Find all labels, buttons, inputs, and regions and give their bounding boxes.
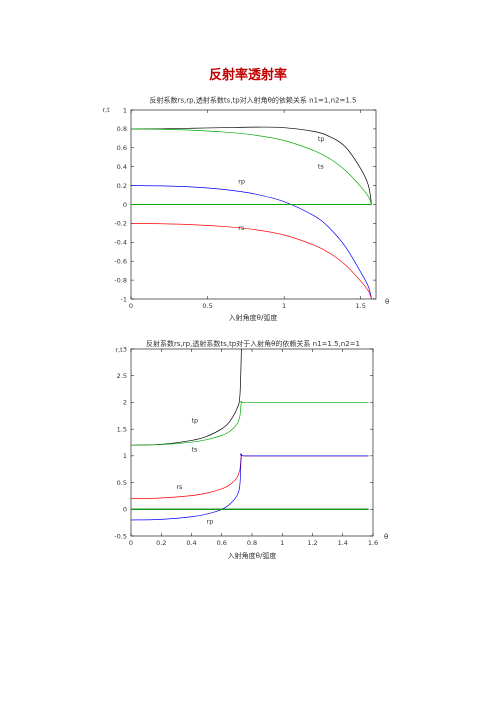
x-tick-label: 1	[280, 539, 284, 547]
y-tick-label: -0.8	[114, 276, 127, 284]
plot-area: 32.521.510.50-0.50 0.2 0.4 0.6 0.8 1 1.2 1.4 1.6…	[114, 345, 378, 547]
x-tick-label: 0.2	[156, 539, 166, 547]
y-tick-label: 2.5	[117, 372, 127, 380]
series-ts	[130, 128, 372, 205]
x-tick-label: 1	[282, 302, 286, 310]
y-tick-label: 0.4	[117, 163, 127, 171]
series-rs	[131, 454, 369, 499]
x-tick-label: 0.8	[247, 539, 257, 547]
x-tick-label: 1.5	[356, 302, 366, 310]
series-rp	[131, 453, 369, 521]
y-tick-label: 0.6	[117, 144, 127, 152]
chart-title: 反射系数rs,rp,透射系数ts,tp对于入射角θ的依赖关系 n1=1.5,n2…	[146, 339, 360, 348]
chart-title: 反射系数rs,rp,透射系数ts,tp对入射角θ的依赖关系 n1=1,n2=1.…	[150, 96, 357, 105]
x-axis-label: 入射角度θ/弧度	[228, 551, 277, 560]
series-ts	[131, 401, 369, 446]
x-tick-label: 0.5	[202, 302, 212, 310]
y-tick-label: 0	[123, 506, 127, 514]
y-tick-label: -0.6	[114, 258, 127, 266]
series-annotation: tp	[318, 135, 325, 143]
x-tick-label: 0	[129, 539, 133, 547]
y-tick-label: -1	[121, 295, 127, 303]
series-tp	[130, 126, 372, 205]
y-tick-label: 0	[123, 201, 127, 209]
y-axis-label: r,t	[102, 106, 110, 114]
page-title: 反射率透射率	[208, 68, 287, 83]
series-annotation: ts	[318, 163, 325, 171]
y-tick-label: 0.2	[117, 182, 127, 190]
series-annotation: rp	[207, 518, 214, 526]
x-axis-end-label: θ	[384, 533, 388, 541]
series-rp	[130, 185, 372, 300]
x-tick-label: 0.4	[186, 539, 196, 547]
y-tick-label: 0.8	[117, 125, 127, 133]
y-tick-label: 0.5	[117, 479, 127, 487]
x-tick-label: 1.4	[338, 539, 348, 547]
series-annotation: rs	[238, 224, 245, 232]
plot-frame	[130, 348, 374, 537]
y-axis-label: r,t	[115, 346, 123, 354]
y-tick-label: 2	[123, 399, 127, 407]
y-tick-label: -0.4	[114, 239, 127, 247]
chart-2: 反射系数rs,rp,透射系数ts,tp对于入射角θ的依赖关系 n1=1.5,n2…	[114, 339, 388, 560]
series-annotation: rs	[176, 483, 183, 491]
y-tick-label: 3	[123, 345, 127, 353]
x-tick-label: 1.2	[307, 539, 317, 547]
series-annotation: rp	[238, 178, 245, 186]
series-rs	[130, 223, 372, 300]
y-tick-label: 1.5	[117, 425, 127, 433]
x-tick-label: 1.6	[368, 539, 378, 547]
x-tick-label: 0	[129, 302, 133, 310]
y-tick-label: 1	[123, 106, 127, 114]
plot-area: 10.80.60.40.20-0.2-0.4-0.6-0.8-10 0.5 1 1.5…	[114, 106, 377, 310]
x-tick-label: 0.6	[217, 539, 227, 547]
x-axis-label: 入射角度θ/弧度	[229, 313, 278, 322]
series-annotation: tp	[192, 417, 199, 425]
y-tick-label: 1	[123, 452, 127, 460]
series-annotation: ts	[192, 446, 199, 454]
y-tick-label: -0.5	[114, 532, 127, 540]
x-axis-end-label: θ	[385, 298, 389, 306]
series-tp	[131, 349, 242, 446]
y-tick-label: -0.2	[114, 220, 127, 228]
chart-1: 反射系数rs,rp,透射系数ts,tp对入射角θ的依赖关系 n1=1,n2=1.…	[102, 96, 389, 323]
